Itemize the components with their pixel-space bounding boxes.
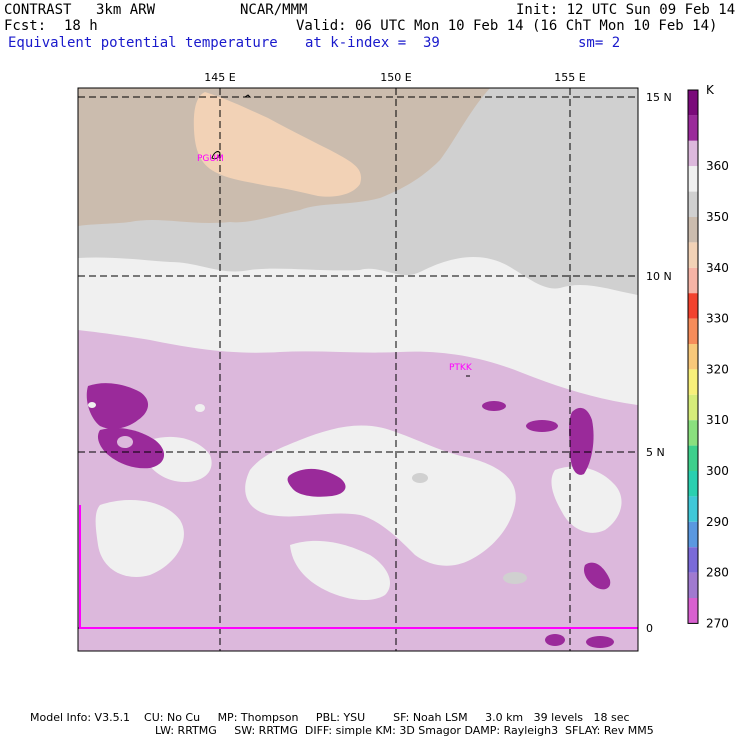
colorbar-swatch [688, 572, 698, 598]
colorbar-frame [687, 89, 699, 624]
colorbar-label: 290 [706, 515, 729, 529]
colorbar-swatch [688, 140, 698, 167]
colorbar-swatch [688, 471, 698, 497]
lat-label-10n: 10 N [646, 270, 672, 283]
colorbar-swatch [688, 369, 698, 395]
lon-label-145: 145 E [204, 71, 235, 84]
init-time: Init: 12 UTC Sun 09 Feb 14 [516, 2, 736, 18]
station-labels: PGUM PTKK [197, 154, 473, 373]
lat-label-0: 0 [646, 622, 653, 635]
colorbar-swatch [688, 598, 698, 624]
field-spot-white-3 [88, 402, 96, 408]
colorbar-swatch [688, 318, 698, 344]
colorbar-swatch [688, 394, 698, 421]
field-blob-east [551, 466, 622, 533]
domain-boundary [79, 505, 638, 629]
field-name: Equivalent potential temperature [8, 35, 278, 51]
field-blob-south-lower [290, 540, 390, 601]
field-spot-white [195, 404, 205, 412]
colorbar-label: 320 [706, 362, 729, 376]
colorbar-swatch [688, 344, 698, 370]
colorbar-swatch [688, 90, 698, 116]
field-patch-365-b [97, 428, 165, 469]
colorbar-label: 350 [706, 210, 729, 224]
guam-coastline [211, 151, 221, 160]
theta-e-field [78, 88, 638, 651]
field-patch-365-f [482, 401, 506, 411]
colorbar-label: 360 [706, 159, 729, 173]
colorbar-swatch [688, 521, 698, 548]
colorbar-swatch [688, 293, 698, 319]
field-patch-365-g [584, 562, 611, 590]
colorbar-unit: K [706, 83, 715, 97]
field-spot-gray-2 [412, 473, 428, 483]
colorbar-label: 330 [706, 312, 729, 326]
colorbar-swatch [688, 115, 698, 141]
station-ptkk: PTKK [449, 363, 473, 373]
valid-time: Valid: 06 UTC Mon 10 Feb 14 (16 ChT Mon … [296, 18, 718, 34]
field-patch-365-e [526, 420, 558, 432]
model-name: CONTRAST [4, 2, 72, 18]
lon-label-150: 150 E [380, 71, 411, 84]
lat-lon-grid [78, 88, 638, 651]
axis-labels: 145 E 150 E 155 E 15 N 10 N 5 N 0 [204, 71, 671, 635]
field-band-340-345 [193, 92, 362, 197]
map-frame [77, 87, 639, 652]
lat-label-15n: 15 N [646, 91, 672, 104]
lat-label-5n: 5 N [646, 446, 665, 459]
field-patch-365-d [569, 407, 594, 475]
field-patch-365-c [287, 468, 346, 497]
colorbar-label: 340 [706, 261, 729, 275]
field-blob-southwest [95, 500, 184, 577]
field-patch-365-h [545, 634, 565, 646]
station-pgum: PGUM [197, 154, 224, 164]
colorbar-swatch [688, 547, 698, 573]
island-coastline [243, 94, 252, 98]
smoothing-info: sm= 2 [578, 35, 621, 51]
field-blob-south-center [245, 425, 516, 566]
colorbar-swatch [688, 420, 698, 446]
domain-resolution: 3km ARW [96, 2, 156, 18]
footer-physics-info: LW: RRTMG SW: RRTMG DIFF: simple KM: 3D … [155, 724, 654, 737]
colorbar-swatch [688, 242, 698, 268]
forecast-hour: 18 h [64, 18, 98, 34]
colorbar-swatch [688, 191, 698, 217]
colorbar-swatch [688, 166, 698, 192]
colorbar: K 360 350 340 330 320 310 300 290 280 270 [687, 83, 729, 630]
field-patch-365-i [586, 636, 614, 648]
field-hole [117, 436, 133, 448]
field-spot-gray [503, 572, 527, 584]
colorbar-swatch [688, 217, 698, 243]
colorbar-label: 310 [706, 413, 729, 427]
field-spot-white-2 [380, 432, 390, 440]
colorbar-label: 270 [706, 616, 729, 630]
footer-model-info: Model Info: V3.5.1 CU: No Cu MP: Thompso… [30, 711, 630, 724]
forecast-label: Fcst: [4, 18, 47, 34]
colorbar-swatch [688, 496, 698, 522]
lon-label-155: 155 E [554, 71, 585, 84]
colorbar-label: 280 [706, 566, 729, 580]
colorbar-label: 300 [706, 464, 729, 478]
level-info: at k-index = 39 [305, 35, 440, 51]
field-patch-365-a [86, 383, 149, 429]
colorbar-swatch [688, 267, 698, 294]
center-name: NCAR/MMM [240, 2, 308, 18]
colorbar-swatch [688, 445, 698, 471]
